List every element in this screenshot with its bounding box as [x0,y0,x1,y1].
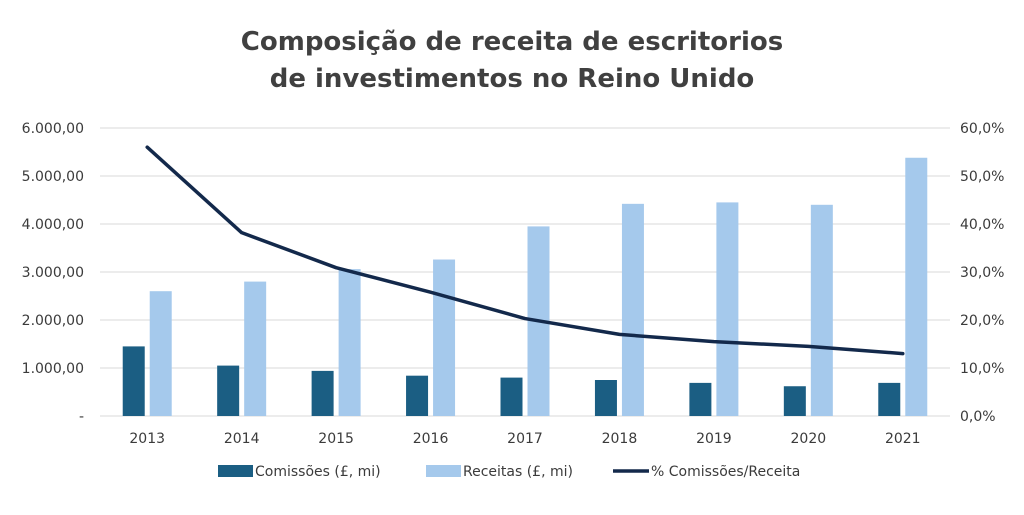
chart-title-line-1: Composição de receita de escritorios [240,27,784,57]
commissions-bar [594,380,617,416]
revenue-bar [716,202,739,416]
y-left-tick-label: 2.000,00 [22,313,84,329]
revenue-bar [149,291,172,416]
y-right-tick-label: 60,0% [960,121,1004,137]
revenue-bar [244,281,267,416]
x-tick-label: 2013 [129,431,165,447]
commission-ratio-line [145,145,905,356]
x-tick-label: 2020 [791,431,827,447]
x-tick-label: 2015 [318,431,354,447]
y-right-tick-label: 10,0% [960,361,1004,377]
revenue-bar [810,204,833,416]
y-left-tick-label: 6.000,00 [22,121,84,137]
x-tick-label: 2016 [413,431,449,447]
x-tick-label: 2014 [224,431,260,447]
y-left-tick-label: 5.000,00 [22,169,84,185]
chart-title: Composição de receita de escritorios de … [0,24,1024,98]
commissions-bar [311,370,334,416]
commissions-bar [122,346,145,416]
y-right-tick-label: 50,0% [960,169,1004,185]
commissions-bar [217,365,240,416]
revenue-bar [338,269,361,416]
legend-label-ratio: % Comissões/Receita [651,464,800,480]
x-tick-label: 2018 [602,431,638,447]
chart-title-line-2: de investimentos no Reino Unido [269,64,755,94]
legend-swatch-revenue [426,465,461,477]
x-tick-label: 2017 [507,431,543,447]
y-right-tick-label: 20,0% [960,313,1004,329]
commissions-bar [406,375,429,416]
y-left-tick-label: 4.000,00 [22,217,84,233]
legend-swatch-commissions [218,465,253,477]
legend-label-revenue: Receitas (£, mi) [463,464,573,480]
y-right-tick-label: 40,0% [960,217,1004,233]
y-right-tick-label: 0,0% [960,409,996,425]
y-right-tick-label: 30,0% [960,265,1004,281]
revenue-bar [905,157,928,416]
legend-label-commissions: Comissões (£, mi) [255,464,381,480]
y-left-tick-label: 1.000,00 [22,361,84,377]
revenue-bar [433,259,456,416]
y-left-tick-label: - [79,409,84,425]
commissions-bar [878,382,901,416]
x-tick-label: 2019 [696,431,732,447]
x-tick-label: 2021 [885,431,921,447]
revenue-bar [621,203,644,416]
commissions-bar [500,377,523,416]
commissions-bar [783,386,806,416]
y-left-tick-label: 3.000,00 [22,265,84,281]
commissions-bar [689,382,712,416]
